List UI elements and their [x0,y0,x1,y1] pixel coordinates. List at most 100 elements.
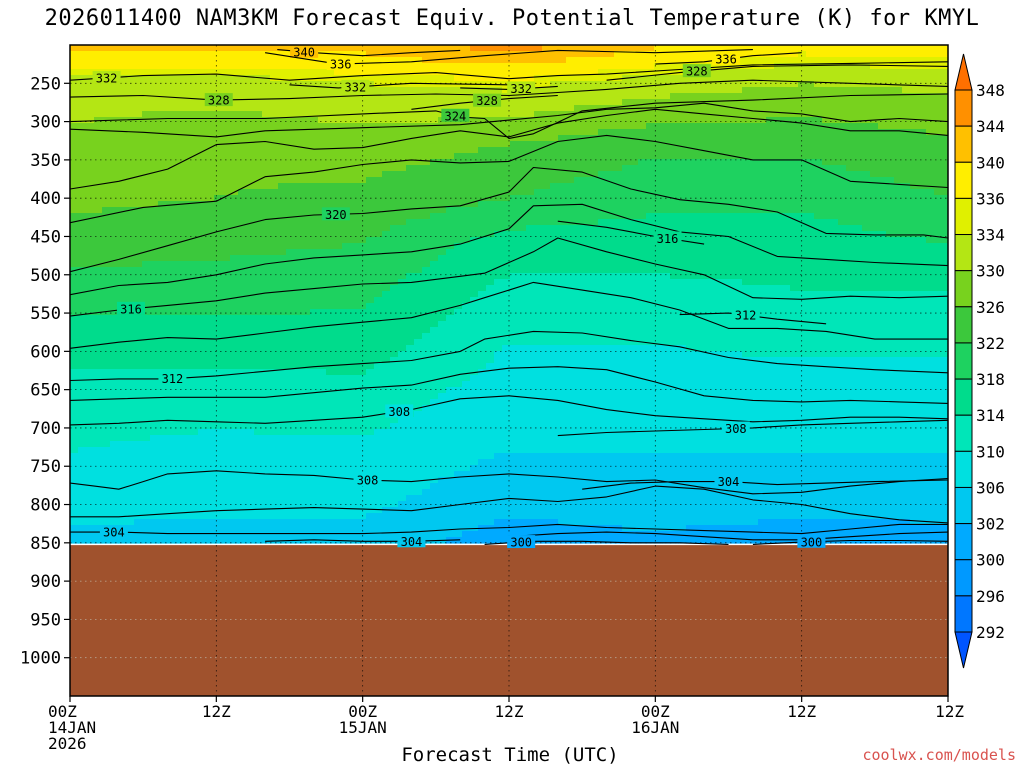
fill-cell [446,153,455,160]
fill-cell [374,207,383,214]
fill-cell [294,225,303,232]
fill-cell [150,339,159,346]
fill-cell [374,501,383,508]
fill-cell [94,195,103,202]
fill-cell [166,81,175,88]
fill-cell [222,279,231,286]
fill-cell [342,453,351,460]
fill-cell [142,279,151,286]
fill-cell [382,189,391,196]
fill-cell [494,495,503,502]
fill-cell [142,447,151,454]
fill-cell [334,363,343,370]
fill-cell [206,429,215,436]
fill-cell [174,357,183,364]
fill-cell [326,471,335,478]
fill-cell [150,255,159,262]
fill-cell [438,261,447,268]
fill-cell [462,513,471,520]
fill-cell [214,201,223,208]
fill-cell [222,447,231,454]
fill-cell [214,267,223,274]
fill-cell [374,75,383,82]
fill-cell [398,153,407,160]
fill-cell [86,285,95,292]
fill-cell [526,93,535,100]
fill-cell [518,477,527,484]
fill-cell [230,123,239,130]
fill-cell [238,159,247,166]
fill-cell [510,249,519,256]
fill-cell [374,537,383,544]
fill-cell [254,63,263,70]
fill-cell [374,177,383,184]
fill-cell [118,57,127,64]
fill-cell [222,303,231,310]
fill-cell [542,153,551,160]
fill-cell [230,147,239,154]
fill-cell [366,507,375,514]
fill-cell [238,393,247,400]
fill-cell [478,375,487,382]
fill-cell [174,183,183,190]
fill-cell [86,255,95,262]
fill-cell [406,285,415,292]
fill-cell [230,381,239,388]
fill-cell [390,531,399,538]
fill-cell [206,225,215,232]
fill-cell [454,483,463,490]
fill-cell [174,321,183,328]
fill-cell [270,267,279,274]
fill-cell [102,45,111,52]
fill-cell [446,297,455,304]
fill-cell [302,279,311,286]
fill-cell [542,171,551,178]
fill-cell [198,177,207,184]
fill-cell [382,141,391,148]
fill-cell [454,495,463,502]
fill-cell [206,159,215,166]
fill-cell [462,531,471,538]
fill-cell [126,441,135,448]
fill-cell [486,327,495,334]
fill-cell [126,63,135,70]
fill-cell [510,435,519,442]
fill-cell [462,423,471,430]
fill-cell [318,63,327,70]
fill-cell [182,219,191,226]
fill-cell [390,423,399,430]
fill-cell [182,435,191,442]
fill-cell [150,369,159,376]
fill-cell [494,303,503,310]
fill-cell [534,339,543,346]
fill-cell [398,177,407,184]
fill-cell [486,141,495,148]
fill-cell [94,159,103,166]
fill-cell [270,303,279,310]
fill-cell [526,105,535,112]
fill-cell [254,123,263,130]
fill-cell [158,465,167,472]
fill-cell [430,471,439,478]
fill-cell [366,51,375,58]
fill-cell [238,105,247,112]
fill-cell [254,165,263,172]
fill-cell [278,261,287,268]
fill-cell [294,465,303,472]
fill-cell [94,333,103,340]
fill-cell [302,531,311,538]
fill-cell [422,453,431,460]
fill-cell [246,279,255,286]
fill-cell [470,471,479,478]
fill-cell [430,453,439,460]
fill-cell [350,465,359,472]
fill-cell [358,135,367,142]
fill-cell [142,399,151,406]
fill-cell [358,159,367,166]
fill-cell [182,537,191,544]
fill-cell [374,441,383,448]
fill-cell [510,369,519,376]
fill-cell [382,93,391,100]
fill-cell [502,129,511,136]
fill-cell [174,489,183,496]
